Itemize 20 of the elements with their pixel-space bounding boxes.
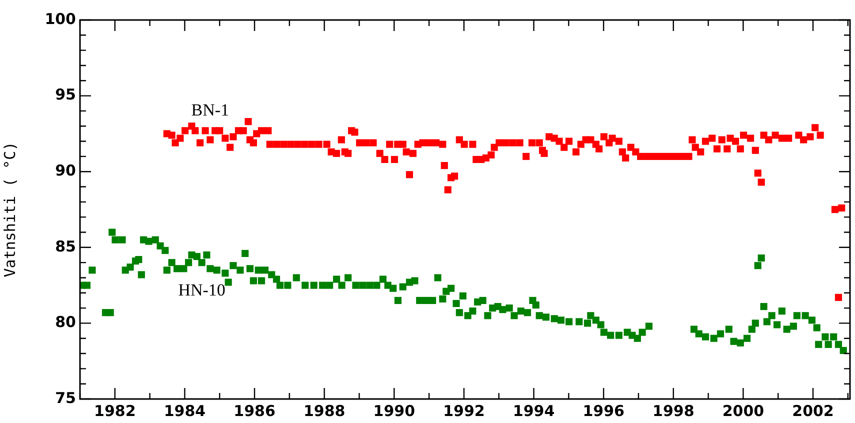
x-tick-label: 1992 [443, 402, 485, 420]
x-tick-label: 1982 [94, 402, 136, 420]
y-tick-label: 85 [55, 237, 76, 256]
y-axis-title: Vatnshiti ( °C) [0, 142, 19, 278]
y-tick-label: 80 [55, 313, 76, 332]
series-label: BN-1 [191, 100, 230, 120]
y-tick-label: 90 [55, 161, 76, 180]
x-tick-label: 1988 [303, 402, 346, 420]
x-tick-label: 1996 [582, 402, 624, 420]
x-tick-label: 1986 [234, 402, 276, 420]
y-tick-label: 95 [55, 86, 76, 104]
x-tick-label: 1998 [652, 402, 694, 420]
x-tick-label: 2002 [792, 402, 834, 420]
x-tick-label: 1990 [373, 402, 416, 420]
y-tick-label: 100 [44, 10, 76, 28]
x-tick-label: 1984 [164, 402, 206, 420]
series-label: HN-10 [178, 280, 226, 300]
x-tick-label: 1994 [512, 402, 555, 420]
x-tick-label: 2000 [722, 402, 764, 420]
y-tick-label: 75 [55, 388, 76, 407]
